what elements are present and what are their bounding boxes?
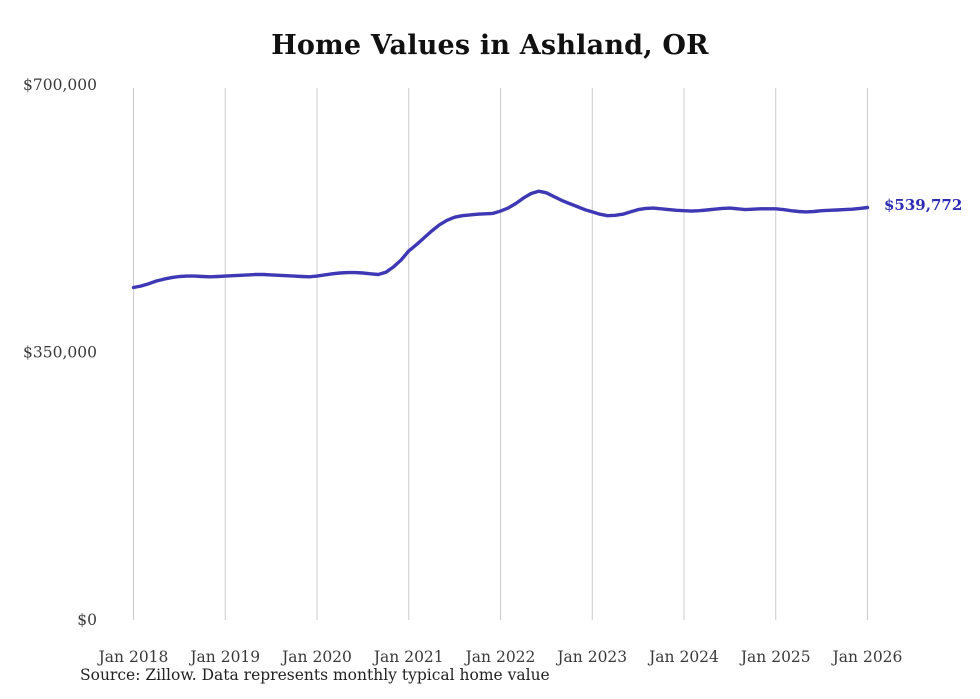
y-tick-label: $350,000 <box>23 344 97 362</box>
chart-title: Home Values in Ashland, OR <box>271 30 709 61</box>
y-tick-label: $700,000 <box>23 76 97 94</box>
latest-value-label: $539,772 <box>884 196 963 214</box>
home-value-line <box>131 189 870 290</box>
source-note: Source: Zillow. Data represents monthly … <box>80 666 550 684</box>
x-tick-label: Jan 2019 <box>188 648 260 666</box>
x-tick-label: Jan 2022 <box>464 648 536 666</box>
x-tick-label: Jan 2023 <box>555 648 627 666</box>
x-tick-label: Jan 2018 <box>97 648 169 666</box>
x-tick-label: Jan 2026 <box>831 648 903 666</box>
y-tick-label: $0 <box>77 611 97 629</box>
x-tick-label: Jan 2021 <box>372 648 444 666</box>
x-tick-label: Jan 2024 <box>647 648 719 666</box>
x-tick-label: Jan 2020 <box>280 648 352 666</box>
x-tick-label: Jan 2025 <box>739 648 811 666</box>
